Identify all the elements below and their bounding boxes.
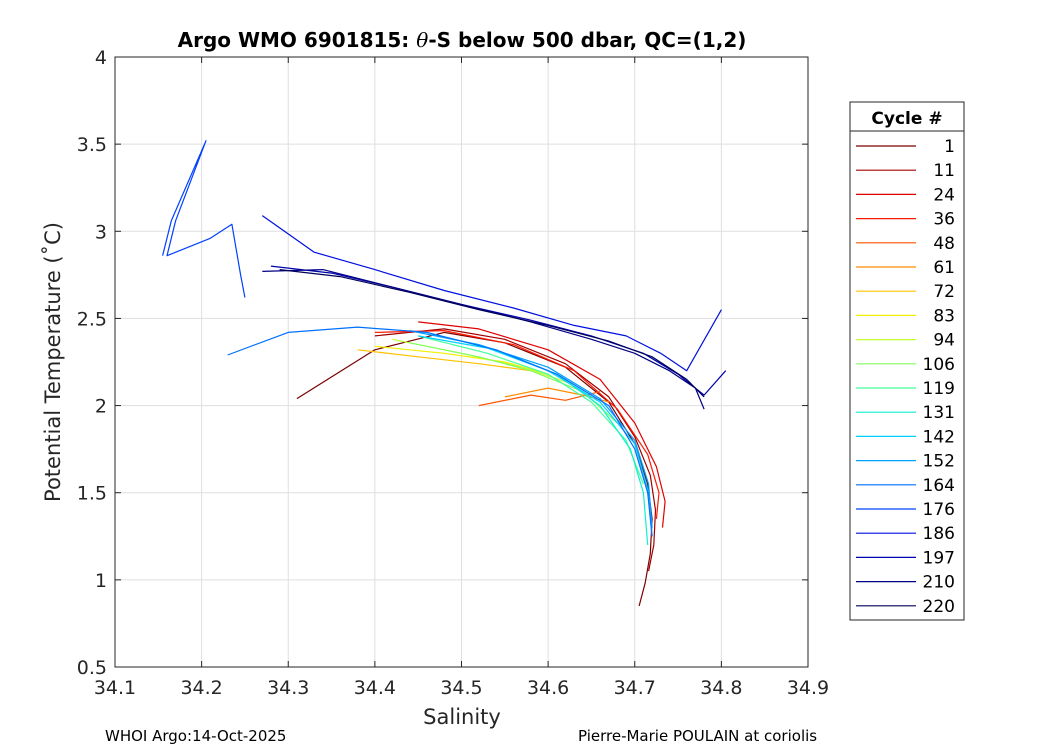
y-tick-label: 2 bbox=[95, 396, 107, 418]
legend-label-152: 152 bbox=[923, 452, 955, 472]
legend-label-176: 176 bbox=[923, 500, 955, 520]
y-axis-label: Potential Temperature (˚C) bbox=[41, 222, 65, 502]
legend-label-131: 131 bbox=[923, 403, 955, 423]
legend-label-1: 1 bbox=[944, 137, 955, 157]
legend-label-119: 119 bbox=[923, 379, 955, 399]
legend: Cycle # 11124364861728394106119131142152… bbox=[849, 101, 965, 621]
series-line-cycle-61 bbox=[504, 387, 609, 403]
x-axis-ticks: 34.1 34.2 34.3 34.4 34.5 34.6 34.7 34.8 34.9 bbox=[94, 57, 829, 699]
legend-label-83: 83 bbox=[933, 306, 955, 326]
x-tick-label: 34.6 bbox=[527, 677, 569, 699]
legend-items: 1112436486172839410611913114215216417618… bbox=[856, 137, 955, 617]
x-axis-label: Salinity bbox=[423, 705, 501, 729]
legend-label-186: 186 bbox=[923, 524, 955, 544]
series-line-cycle-176 bbox=[162, 140, 246, 298]
legend-label-106: 106 bbox=[923, 355, 955, 375]
legend-label-11: 11 bbox=[933, 161, 955, 181]
legend-label-220: 220 bbox=[923, 597, 955, 617]
legend-label-72: 72 bbox=[933, 282, 955, 302]
series-line-cycle-72 bbox=[357, 349, 531, 372]
series-line-cycle-36 bbox=[374, 330, 660, 519]
legend-label-94: 94 bbox=[933, 331, 955, 351]
legend-label-197: 197 bbox=[923, 548, 955, 568]
y-tick-label: 4 bbox=[95, 47, 107, 69]
series-line-cycle-152 bbox=[409, 330, 653, 528]
y-tick-label: 1.5 bbox=[77, 483, 107, 505]
x-tick-label: 34.8 bbox=[700, 677, 742, 699]
series-line-cycle-24 bbox=[418, 321, 666, 528]
series-line-cycle-220 bbox=[279, 269, 705, 398]
series-line-cycle-164 bbox=[227, 326, 653, 537]
legend-label-36: 36 bbox=[933, 210, 955, 230]
x-tick-label: 34.5 bbox=[440, 677, 482, 699]
legend-label-61: 61 bbox=[933, 258, 955, 278]
y-tick-label: 0.5 bbox=[77, 657, 107, 679]
footer-left: WHOI Argo:14-Oct-2025 bbox=[105, 727, 286, 745]
x-tick-label: 34.4 bbox=[354, 677, 396, 699]
x-tick-label: 34.9 bbox=[787, 677, 829, 699]
legend-label-48: 48 bbox=[933, 234, 955, 254]
y-axis-ticks: 0.5 1 1.5 2 2.5 3 3.5 4 bbox=[77, 47, 808, 679]
chart-title: Argo WMO 6901815: θ-S below 500 dbar, QC… bbox=[178, 28, 747, 52]
chart-title-prefix: Argo WMO 6901815: bbox=[178, 28, 417, 52]
legend-label-164: 164 bbox=[923, 476, 955, 496]
y-tick-label: 1 bbox=[95, 570, 107, 592]
x-tick-label: 34.7 bbox=[614, 677, 656, 699]
theta-symbol: θ bbox=[416, 28, 428, 52]
y-tick-label: 3.5 bbox=[77, 134, 107, 156]
y-tick-label: 3 bbox=[95, 221, 107, 243]
legend-title: Cycle # bbox=[871, 109, 942, 129]
legend-label-24: 24 bbox=[933, 185, 955, 205]
legend-label-210: 210 bbox=[923, 573, 955, 593]
series-group bbox=[162, 140, 727, 607]
series-line-cycle-186 bbox=[261, 215, 722, 372]
x-tick-label: 34.3 bbox=[267, 677, 309, 699]
x-tick-label: 34.1 bbox=[94, 677, 136, 699]
series-line-cycle-210 bbox=[262, 269, 705, 410]
series-line-cycle-11 bbox=[374, 328, 657, 572]
x-tick-label: 34.2 bbox=[180, 677, 222, 699]
chart-title-suffix: -S below 500 dbar, QC=(1,2) bbox=[428, 28, 746, 52]
legend-label-142: 142 bbox=[923, 427, 955, 447]
footer-right: Pierre-Marie POULAIN at coriolis bbox=[578, 727, 817, 745]
y-tick-label: 2.5 bbox=[77, 308, 107, 330]
